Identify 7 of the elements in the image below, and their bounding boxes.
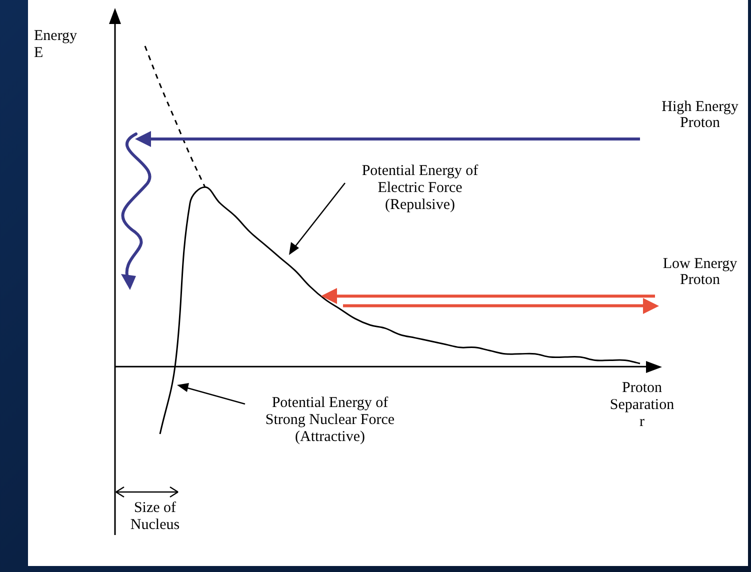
annotation: Potential Energy of Strong Nuclear Force (Attractive) [264, 395, 396, 446]
ref-line-label: High Energy Proton [662, 98, 739, 131]
y-axis-title: Energy E [34, 28, 78, 62]
x-axis-title: Proton Separation r [608, 380, 676, 431]
annotation: Potential Energy of Electric Force (Repulsive) [360, 163, 480, 214]
ref-line-label: Low Energy Proton [662, 256, 738, 288]
text: Size of Nucleus [129, 500, 181, 534]
